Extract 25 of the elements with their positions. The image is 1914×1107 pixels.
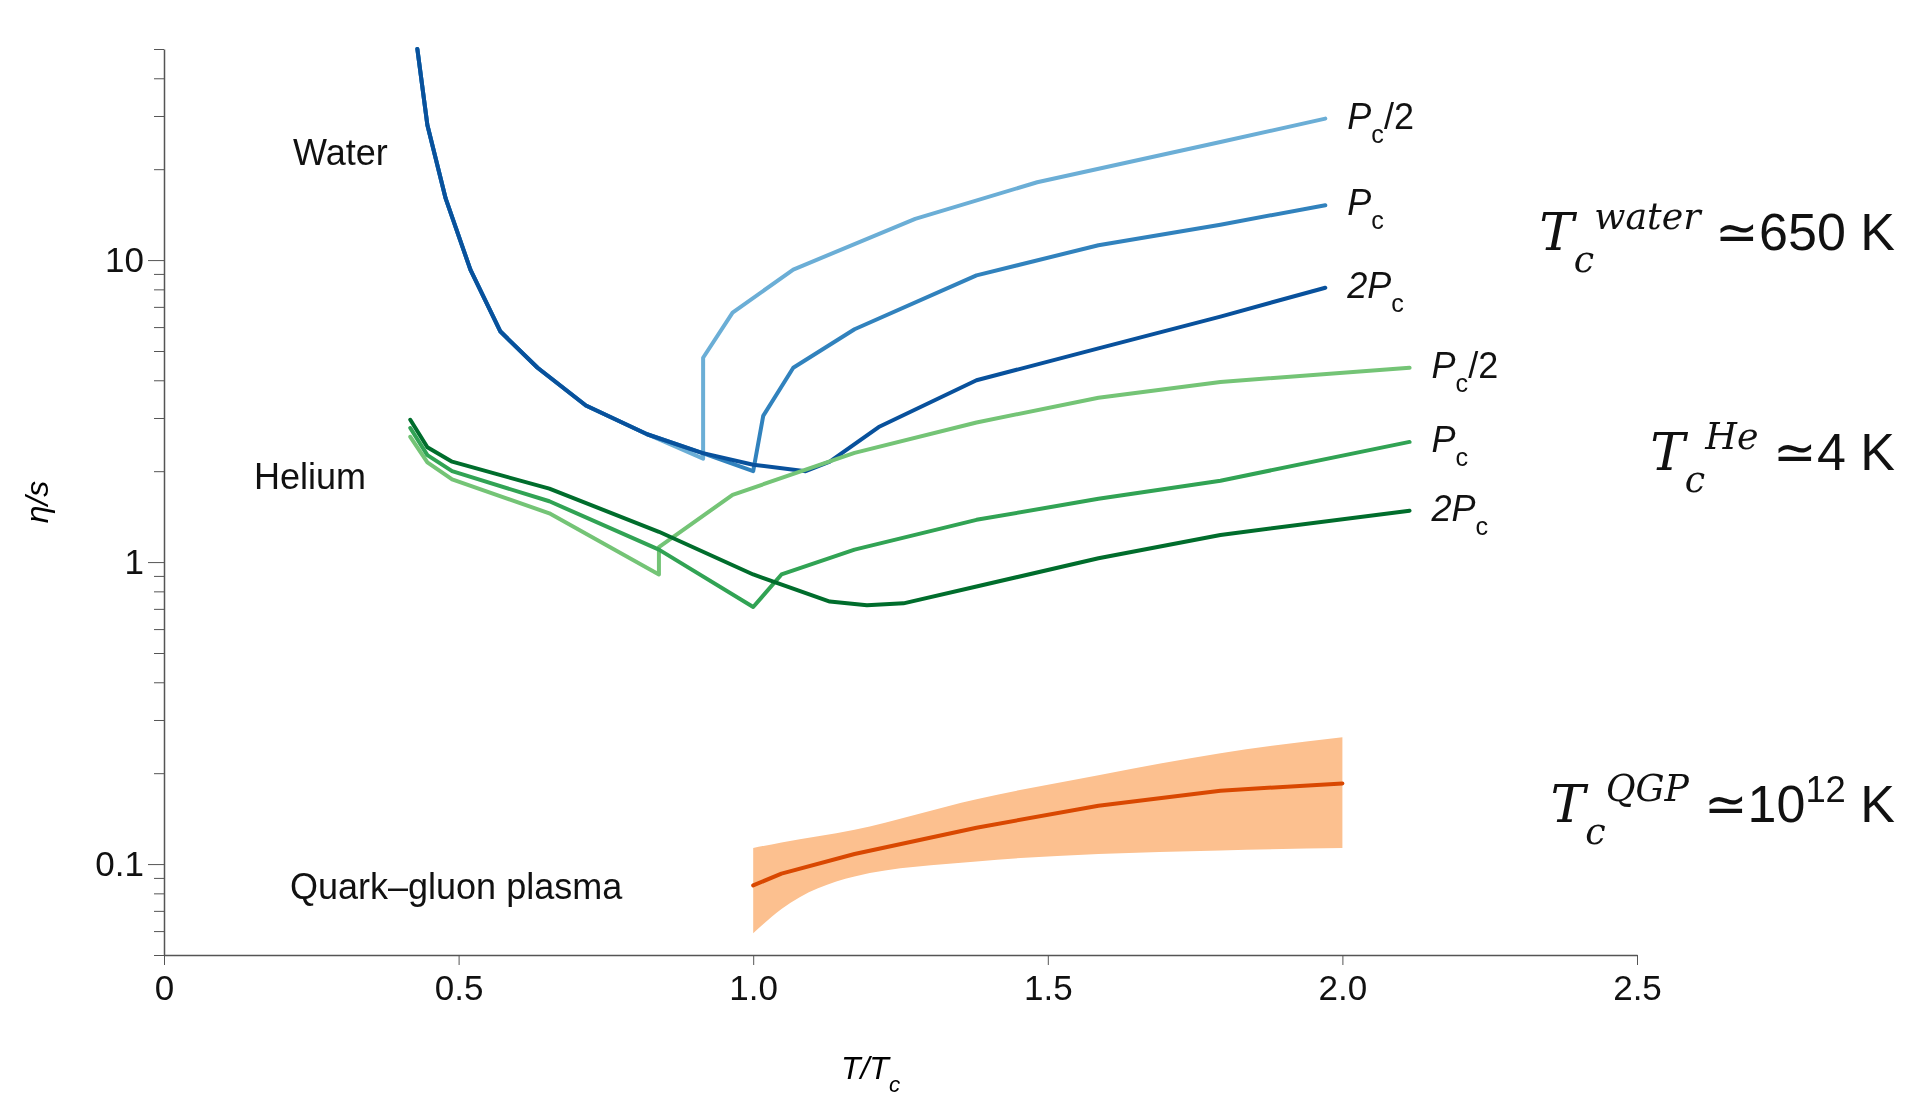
y-tick-label: 1 bbox=[124, 541, 144, 581]
y-tick-label: 0.1 bbox=[95, 843, 144, 883]
annotation: Water bbox=[293, 132, 388, 173]
x-tick-label: 1.5 bbox=[1023, 967, 1073, 1007]
line-series bbox=[751, 781, 1345, 888]
text: T$_{c}$$^{He}$ ≃4 K bbox=[1650, 414, 1896, 501]
x-tick-label: 1.0 bbox=[729, 967, 779, 1007]
annotation: Helium bbox=[254, 456, 367, 497]
series-label: P$_{c}$/2 bbox=[1431, 344, 1499, 397]
series-label: P$_{c}$/2 bbox=[1347, 95, 1414, 148]
annotation: T$_{c}$$^{water}$ ≃650 K bbox=[1539, 194, 1896, 281]
series-label: 2P$_{c}$ bbox=[1430, 487, 1489, 540]
x-tick-label: 2.0 bbox=[1318, 967, 1368, 1007]
y-axis-title: η/s bbox=[19, 480, 55, 524]
series-label: P$_{c}$ bbox=[1347, 182, 1384, 235]
series-label: P$_{c}$ bbox=[1431, 418, 1469, 471]
x-tick-label: 2.5 bbox=[1613, 967, 1662, 1007]
x-tick-label: 0.5 bbox=[434, 967, 484, 1007]
y-tick-label: 10 bbox=[105, 239, 144, 279]
x-axis-title: T/T$_{c}$ bbox=[840, 1050, 901, 1097]
x-tick-label: 0 bbox=[154, 967, 175, 1007]
annotation: T$_{c}$$^{QGP}$ ≃10$^{12}$ K bbox=[1550, 766, 1896, 853]
series-label: 2P$_{c}$ bbox=[1346, 264, 1404, 317]
annotation: Quark–gluon plasma bbox=[290, 866, 624, 907]
line-series bbox=[408, 365, 1412, 577]
